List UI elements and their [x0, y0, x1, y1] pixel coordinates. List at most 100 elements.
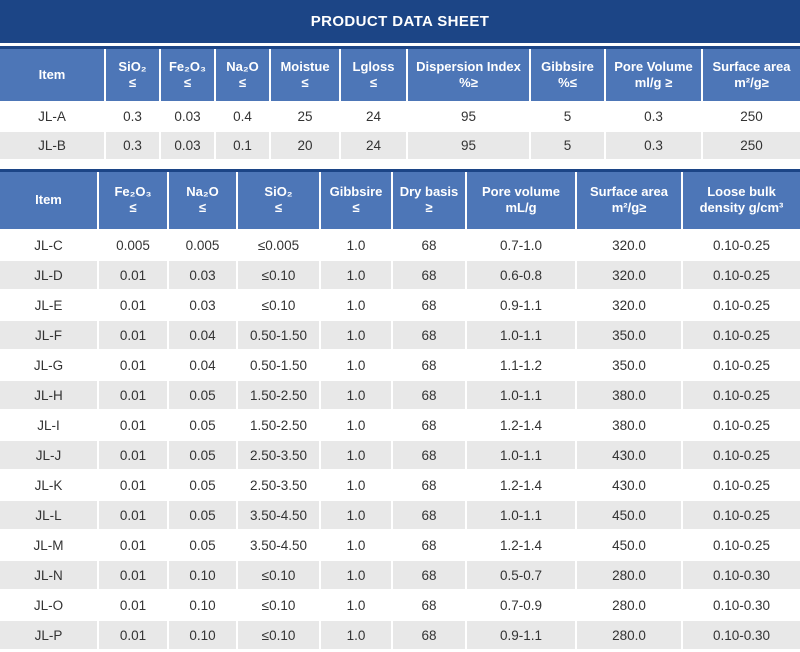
- cell: 0.01: [97, 350, 168, 381]
- cell: 1.0: [319, 410, 392, 441]
- cell: 2.50-3.50: [236, 470, 320, 501]
- column-header: Dry basis ≥: [391, 168, 466, 231]
- cell: 95: [406, 130, 530, 161]
- header-row: Item SiO₂ ≤ Fe₂O₃ ≤ Na₂O ≤ Moistue ≤ Lgloss ≤…: [0, 46, 800, 103]
- cell: 450.0: [575, 500, 682, 531]
- cell: ≤0.10: [236, 560, 320, 591]
- cell: 250: [701, 101, 800, 132]
- cell: 1.0-1.1: [465, 500, 576, 531]
- cell: 320.0: [575, 290, 682, 321]
- cell: 68: [391, 260, 466, 291]
- cell: 380.0: [575, 380, 682, 411]
- cell: 0.05: [167, 500, 237, 531]
- cell: 0.3: [104, 130, 160, 161]
- cell: 68: [391, 290, 466, 321]
- cell: ≤0.10: [236, 620, 320, 651]
- row-label: JL-I: [0, 410, 98, 441]
- page-title: PRODUCT DATA SHEET: [310, 13, 490, 30]
- column-header: Gibbsire %≤: [529, 46, 605, 103]
- cell: 0.05: [167, 530, 237, 561]
- cell: 1.0-1.1: [465, 320, 576, 351]
- cell: 68: [391, 590, 466, 621]
- cell: 68: [391, 350, 466, 381]
- cell: 0.3: [604, 101, 702, 132]
- cell: 1.0: [319, 470, 392, 501]
- column-header: Na₂O ≤: [167, 168, 237, 231]
- row-label: JL-F: [0, 320, 98, 351]
- cell: 0.10-0.25: [681, 260, 800, 291]
- cell: 2.50-3.50: [236, 440, 320, 471]
- cell: 280.0: [575, 560, 682, 591]
- spec-table-primary-body: JL-A 0.3 0.03 0.4 25 24 95 5 0.3 250 JL-B 0.3 0.03 0.…: [0, 101, 800, 161]
- column-header: Surface area m²/g≥: [701, 46, 800, 103]
- cell: 0.10-0.25: [681, 350, 800, 381]
- title-bar: PRODUCT DATA SHEET: [0, 0, 800, 43]
- cell: 0.01: [97, 560, 168, 591]
- cell: 0.7-1.0: [465, 230, 576, 261]
- cell: 450.0: [575, 530, 682, 561]
- column-header: Gibbsire ≤: [319, 168, 392, 231]
- cell: 0.10: [167, 590, 237, 621]
- cell: 0.10-0.25: [681, 470, 800, 501]
- row-label: JL-L: [0, 500, 98, 531]
- table-row: JL-A 0.3 0.03 0.4 25 24 95 5 0.3 250: [0, 101, 800, 132]
- cell: 0.01: [97, 320, 168, 351]
- header-row: Item Fe₂O₃ ≤ Na₂O ≤ SiO₂ ≤ Gibbsire ≤ Dry bas…: [0, 168, 800, 231]
- table-row: JL-C 0.005 0.005 ≤0.005 1.0 68 0.7-1.0 320.0 0.1…: [0, 230, 800, 261]
- table-row: JL-I 0.01 0.05 1.50-2.50 1.0 68 1.2-1.4 380.0 0.…: [0, 410, 800, 441]
- cell: 0.05: [167, 380, 237, 411]
- table-row: JL-N 0.01 0.10 ≤0.10 1.0 68 0.5-0.7 280.0 0.10-0…: [0, 560, 800, 591]
- cell: 0.10-0.25: [681, 530, 800, 561]
- column-header: SiO₂ ≤: [236, 168, 320, 231]
- spec-table-secondary-body: JL-C 0.005 0.005 ≤0.005 1.0 68 0.7-1.0 320.0 0.1…: [0, 230, 800, 651]
- cell: 0.01: [97, 620, 168, 651]
- cell: 430.0: [575, 470, 682, 501]
- cell: 0.03: [167, 260, 237, 291]
- cell: 1.0: [319, 230, 392, 261]
- cell: 1.0: [319, 560, 392, 591]
- row-label: JL-P: [0, 620, 98, 651]
- cell: 0.01: [97, 470, 168, 501]
- cell: ≤0.10: [236, 260, 320, 291]
- cell: 0.10-0.30: [681, 560, 800, 591]
- cell: 1.0: [319, 500, 392, 531]
- cell: 250: [701, 130, 800, 161]
- cell: 20: [269, 130, 340, 161]
- table-row: JL-J 0.01 0.05 2.50-3.50 1.0 68 1.0-1.1 430.0 0.…: [0, 440, 800, 471]
- spec-table-primary: Item SiO₂ ≤ Fe₂O₃ ≤ Na₂O ≤ Moistue ≤ Lgloss ≤…: [0, 46, 800, 161]
- table-row: JL-L 0.01 0.05 3.50-4.50 1.0 68 1.0-1.1 450.0 0.…: [0, 500, 800, 531]
- cell: 0.01: [97, 290, 168, 321]
- cell: 0.9-1.1: [465, 620, 576, 651]
- cell: 1.0: [319, 350, 392, 381]
- column-header-item: Item: [0, 168, 98, 231]
- row-label: JL-D: [0, 260, 98, 291]
- table-row: JL-F 0.01 0.04 0.50-1.50 1.0 68 1.0-1.1 350.0 0.…: [0, 320, 800, 351]
- cell: 0.05: [167, 470, 237, 501]
- cell: 0.01: [97, 380, 168, 411]
- cell: 0.50-1.50: [236, 320, 320, 351]
- cell: ≤0.10: [236, 290, 320, 321]
- table-row: JL-D 0.01 0.03 ≤0.10 1.0 68 0.6-0.8 320.0 0.10-0…: [0, 260, 800, 291]
- cell: 68: [391, 440, 466, 471]
- cell: 0.10-0.25: [681, 440, 800, 471]
- column-header: Fe₂O₃ ≤: [97, 168, 168, 231]
- cell: 3.50-4.50: [236, 500, 320, 531]
- cell: 350.0: [575, 350, 682, 381]
- cell: 0.1: [214, 130, 270, 161]
- row-label: JL-H: [0, 380, 98, 411]
- cell: 0.05: [167, 410, 237, 441]
- spec-table-secondary-header: Item Fe₂O₃ ≤ Na₂O ≤ SiO₂ ≤ Gibbsire ≤ Dry bas…: [0, 168, 800, 231]
- cell: 1.0: [319, 440, 392, 471]
- cell: ≤0.005: [236, 230, 320, 261]
- cell: 0.10-0.30: [681, 620, 800, 651]
- spec-table-primary-header: Item SiO₂ ≤ Fe₂O₃ ≤ Na₂O ≤ Moistue ≤ Lgloss ≤…: [0, 46, 800, 103]
- cell: 0.4: [214, 101, 270, 132]
- cell: 1.0: [319, 260, 392, 291]
- column-header: Na₂O ≤: [214, 46, 270, 103]
- column-header: Pore volume mL/g: [465, 168, 576, 231]
- table-row: JL-K 0.01 0.05 2.50-3.50 1.0 68 1.2-1.4 430.0 0.…: [0, 470, 800, 501]
- cell: 5: [529, 101, 605, 132]
- cell: 0.01: [97, 260, 168, 291]
- cell: 1.0-1.1: [465, 380, 576, 411]
- cell: 0.50-1.50: [236, 350, 320, 381]
